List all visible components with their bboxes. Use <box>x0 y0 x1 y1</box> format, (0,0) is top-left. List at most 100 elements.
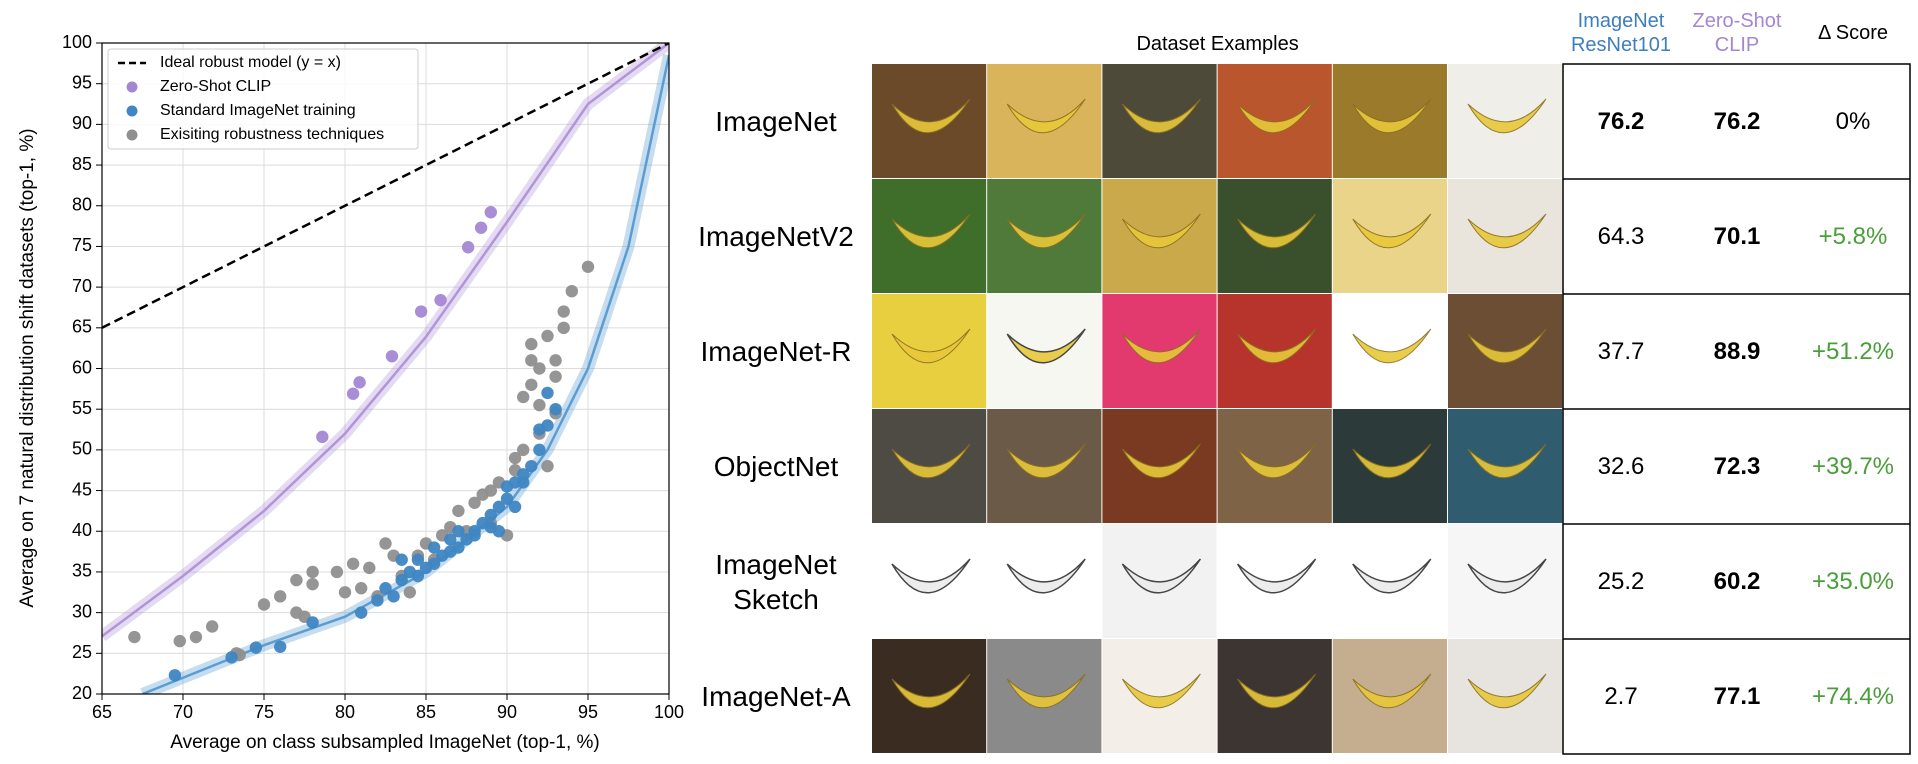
delta-score: 0% <box>1835 107 1871 135</box>
example-image <box>872 179 987 293</box>
banana-icon <box>891 328 971 364</box>
x-tick-label: 65 <box>92 702 112 722</box>
y-tick-label: 45 <box>72 479 92 499</box>
y-tick-label: 50 <box>72 439 92 459</box>
y-axis-label: Average on 7 natural distribution shift … <box>17 128 38 607</box>
example-image <box>872 409 987 523</box>
data-point <box>549 370 562 383</box>
legend-marker <box>126 81 138 93</box>
y-tick-label: 55 <box>72 398 92 418</box>
banana-icon <box>1237 98 1317 134</box>
delta-score: +39.7% <box>1811 452 1895 480</box>
example-image <box>987 524 1102 638</box>
example-image <box>1102 409 1217 523</box>
data-point <box>549 354 562 367</box>
banana-icon <box>1121 558 1202 594</box>
banana-icon <box>1121 328 1201 364</box>
banana-icon <box>1352 98 1432 134</box>
y-tick-label: 100 <box>62 32 92 52</box>
example-image <box>987 294 1102 408</box>
banana-icon <box>1237 673 1317 709</box>
data-point <box>541 459 554 473</box>
y-tick-label: 70 <box>72 276 92 296</box>
data-point <box>306 577 319 591</box>
x-tick-label: 80 <box>335 702 355 722</box>
data-point <box>484 508 497 522</box>
row-label: ImageNetV2 <box>698 221 854 252</box>
example-image <box>872 294 987 408</box>
data-point <box>508 451 522 465</box>
data-point <box>395 553 408 566</box>
resnet-value: 2.7 <box>1604 682 1638 710</box>
example-image <box>1448 409 1563 523</box>
resnet-score: 25.2 <box>1563 524 1679 639</box>
banana-icon <box>1467 98 1547 134</box>
banana-icon <box>1467 443 1547 479</box>
data-point <box>306 616 319 629</box>
y-tick-label: 40 <box>72 520 92 540</box>
resnet-value: 76.2 <box>1597 107 1645 135</box>
y-tick-label: 20 <box>72 683 92 703</box>
data-point <box>128 630 141 644</box>
resnet-score: 37.7 <box>1563 294 1679 409</box>
data-point <box>168 669 182 682</box>
example-image <box>1102 639 1217 753</box>
data-point <box>557 305 570 318</box>
banana-icon <box>1467 328 1547 364</box>
x-tick-label: 85 <box>416 702 436 722</box>
example-image <box>1448 524 1563 638</box>
row-label: ImageNet Sketch <box>715 548 837 615</box>
data-point <box>468 496 481 509</box>
y-tick-label: 60 <box>72 357 92 377</box>
banana-icon <box>1237 328 1317 364</box>
legend-label: Zero-Shot CLIP <box>160 78 271 95</box>
example-image <box>1332 524 1447 638</box>
delta-score: +74.4% <box>1811 682 1895 710</box>
data-point <box>363 561 376 575</box>
example-image <box>1332 64 1447 178</box>
y-tick-label: 75 <box>72 235 92 255</box>
example-image <box>1332 179 1447 293</box>
clip-score: 72.3 <box>1713 452 1761 480</box>
data-point <box>533 398 546 412</box>
reference-line <box>102 43 669 329</box>
y-tick-label: 80 <box>72 195 92 215</box>
banana-icon <box>891 558 971 594</box>
data-point <box>525 337 538 351</box>
example-image <box>1332 639 1447 753</box>
data-point <box>385 350 399 363</box>
data-point <box>508 500 522 514</box>
data-point <box>355 606 368 619</box>
data-point <box>403 586 416 599</box>
x-tick-label: 70 <box>173 702 193 722</box>
data-point <box>517 390 530 404</box>
example-image <box>1102 294 1217 408</box>
data-point <box>189 630 203 644</box>
y-tick-label: 85 <box>72 154 92 174</box>
data-point <box>452 541 465 554</box>
legend-label: Ideal robust model (y = x) <box>160 54 341 71</box>
data-point <box>565 284 578 298</box>
legend-label: Exisiting robustness techniques <box>160 126 384 143</box>
example-image <box>872 524 987 638</box>
example-image <box>987 179 1102 293</box>
example-image <box>1448 179 1563 293</box>
banana-icon <box>1121 98 1201 134</box>
data-point <box>452 525 465 538</box>
data-point <box>306 565 319 579</box>
data-point <box>274 590 287 603</box>
banana-icon <box>1236 558 1317 594</box>
clip-score: 70.1 <box>1713 222 1761 250</box>
y-tick-label: 35 <box>72 561 92 581</box>
example-image <box>1102 179 1217 293</box>
data-point <box>225 651 238 664</box>
row-label: ImageNet <box>715 106 837 137</box>
data-point <box>249 641 263 654</box>
resnet-value: 32.6 <box>1597 452 1645 480</box>
delta-score: +35.0% <box>1811 567 1895 595</box>
data-point <box>330 565 344 579</box>
y-tick-label: 30 <box>72 601 92 621</box>
data-point <box>452 504 465 518</box>
